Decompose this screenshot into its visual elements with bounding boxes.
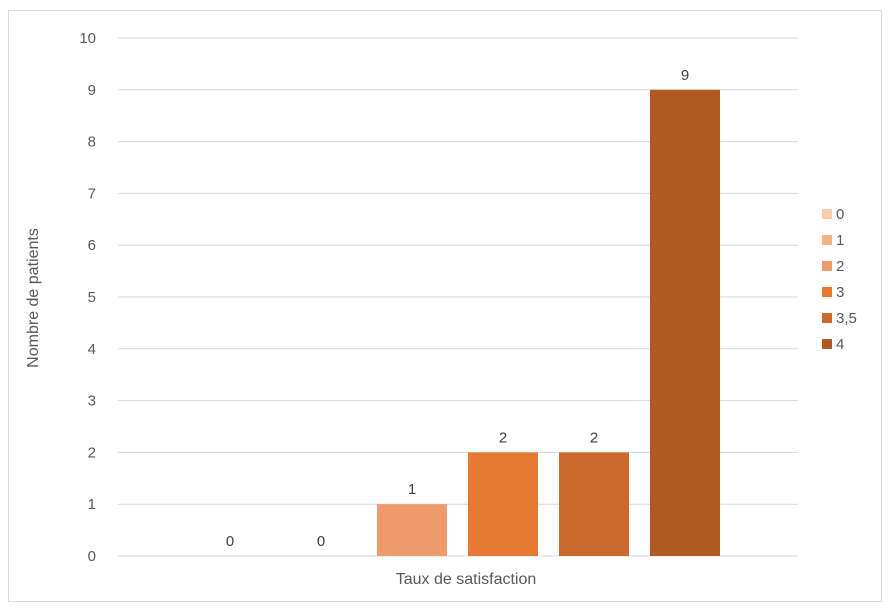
data-label-0: 0 [226, 533, 234, 550]
y-tick-labels: 0 1 2 3 4 5 6 7 8 9 10 [79, 30, 96, 565]
legend-swatch-3 [822, 287, 832, 297]
data-label-3,5: 2 [590, 429, 598, 446]
legend-label-3,5: 3,5 [836, 310, 857, 327]
chart-frame [8, 10, 882, 602]
legend-swatch-2 [822, 261, 832, 271]
data-label-1: 0 [317, 533, 325, 550]
data-label-4: 9 [681, 67, 689, 84]
bar-4 [650, 89, 720, 557]
bars [377, 89, 720, 557]
y-tick-label: 6 [88, 237, 96, 254]
y-tick-label: 2 [88, 444, 96, 461]
legend: 0 1 2 3 3,5 4 [822, 206, 857, 353]
data-label-2: 1 [408, 481, 416, 498]
x-axis-title: Taux de satisfaction [396, 571, 537, 588]
legend-label-1: 1 [836, 232, 844, 249]
legend-label-4: 4 [836, 336, 844, 353]
bar-2 [377, 504, 447, 556]
legend-swatch-3,5 [822, 313, 832, 323]
y-tick-label: 3 [88, 393, 96, 410]
legend-swatch-1 [822, 235, 832, 245]
bar-3,5 [559, 452, 629, 556]
y-axis-title: Nombre de patients [25, 228, 42, 368]
y-tick-label: 4 [88, 341, 96, 358]
y-tick-label: 8 [88, 134, 96, 151]
legend-label-3: 3 [836, 284, 844, 301]
y-tick-label: 1 [88, 496, 96, 513]
data-labels: 0 0 1 2 2 9 [226, 67, 689, 550]
legend-label-0: 0 [836, 206, 844, 223]
bar-3 [468, 452, 538, 556]
y-tick-label: 10 [79, 30, 96, 47]
data-label-3: 2 [499, 429, 507, 446]
legend-swatch-4 [822, 339, 832, 349]
legend-swatch-0 [822, 209, 832, 219]
y-tick-label: 9 [88, 82, 96, 99]
y-tick-label: 7 [88, 185, 96, 202]
y-tick-label: 0 [88, 548, 96, 565]
y-tick-label: 5 [88, 289, 96, 306]
legend-label-2: 2 [836, 258, 844, 275]
